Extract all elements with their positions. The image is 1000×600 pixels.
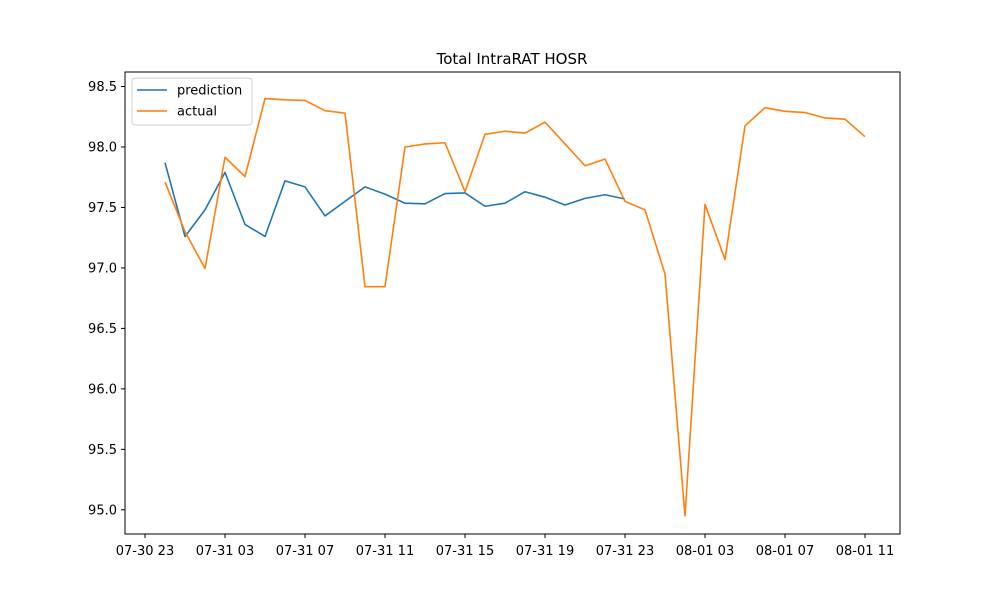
chart-title: Total IntraRAT HOSR	[436, 50, 588, 68]
series-line-prediction	[164, 162, 626, 238]
x-tick-label: 07-30 23	[116, 544, 174, 559]
y-axis: 95.0 95.5 96.0 96.5 97.0 97.5 98.0 98.5	[88, 80, 125, 518]
legend: prediction actual	[131, 77, 253, 126]
y-tick-label: 97.5	[88, 201, 117, 216]
y-tick-label: 98.0	[88, 140, 117, 155]
x-tick-label: 07-31 11	[356, 544, 414, 559]
x-tick-label: 07-31 23	[596, 544, 654, 559]
series-line-actual	[164, 97, 866, 517]
legend-label-prediction: prediction	[177, 84, 242, 99]
y-tick-label: 98.5	[88, 80, 117, 95]
plot-frame	[124, 71, 901, 535]
x-axis: 07-30 23 07-31 03 07-31 07 07-31 11 07-31 15…	[116, 534, 894, 559]
plot-area	[124, 71, 901, 535]
x-tick-label: 07-31 03	[196, 544, 254, 559]
x-tick-label: 08-01 11	[836, 544, 894, 559]
series-layer	[164, 97, 866, 517]
y-tick-label: 95.5	[88, 443, 117, 458]
x-tick-label: 07-31 15	[436, 544, 494, 559]
y-tick-label: 97.0	[88, 261, 117, 276]
legend-label-actual: actual	[177, 105, 217, 120]
x-tick-label: 08-01 03	[676, 544, 734, 559]
x-tick-label: 07-31 07	[276, 544, 334, 559]
x-tick-label: 08-01 07	[756, 544, 814, 559]
y-tick-label: 96.0	[88, 382, 117, 397]
y-tick-label: 95.0	[88, 503, 117, 518]
y-tick-label: 96.5	[88, 322, 117, 337]
x-tick-label: 07-31 19	[516, 544, 574, 559]
